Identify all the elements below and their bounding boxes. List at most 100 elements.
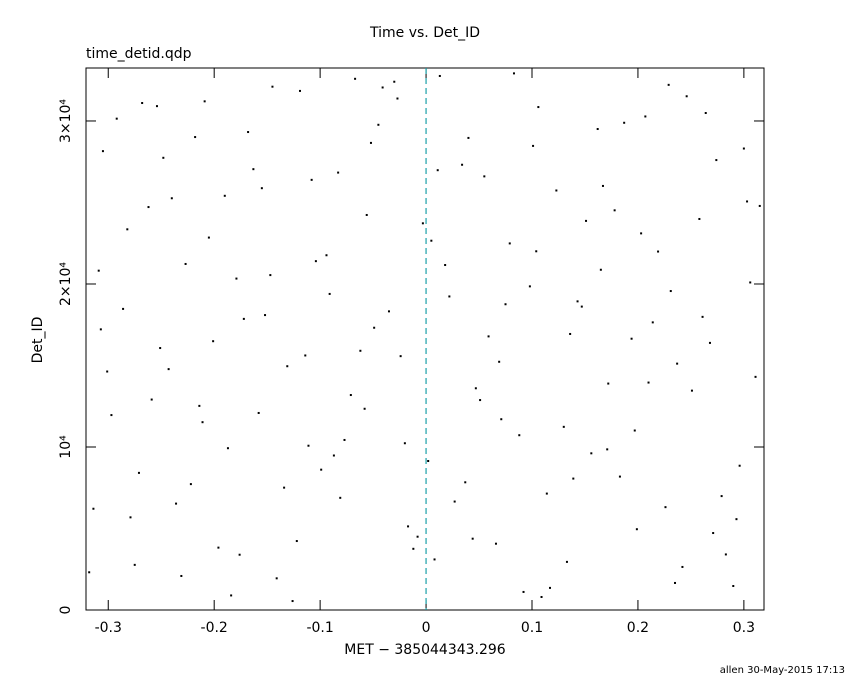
- point: [430, 239, 433, 242]
- point: [92, 507, 95, 510]
- point: [260, 187, 263, 190]
- point: [349, 394, 352, 397]
- point: [640, 232, 643, 235]
- point: [155, 105, 158, 108]
- point: [633, 429, 636, 432]
- point: [126, 228, 129, 231]
- x-axis-label: MET − 385044343.296: [344, 642, 506, 658]
- point: [738, 464, 741, 467]
- point: [147, 206, 150, 209]
- point: [562, 425, 565, 428]
- point: [483, 175, 486, 178]
- point: [97, 269, 100, 272]
- point: [433, 558, 436, 561]
- point: [448, 295, 451, 298]
- point: [528, 285, 531, 288]
- point: [461, 163, 464, 166]
- point: [230, 594, 233, 597]
- point: [724, 553, 727, 556]
- point: [365, 213, 368, 216]
- plot-frame: [85, 67, 765, 611]
- point: [596, 128, 599, 131]
- point: [332, 454, 335, 457]
- point: [328, 292, 331, 295]
- point: [115, 117, 118, 120]
- point: [257, 411, 260, 414]
- point: [194, 136, 197, 139]
- point: [518, 434, 521, 437]
- point: [549, 586, 552, 589]
- y-tick-label: 0: [58, 606, 74, 615]
- point: [494, 542, 497, 545]
- point: [754, 375, 757, 378]
- point: [732, 585, 735, 588]
- point: [565, 560, 568, 563]
- point: [685, 95, 688, 98]
- point: [427, 460, 430, 463]
- point: [498, 360, 501, 363]
- point: [189, 483, 192, 486]
- point: [464, 481, 467, 484]
- point: [698, 217, 701, 220]
- point: [508, 242, 511, 245]
- point: [235, 277, 238, 280]
- point: [572, 477, 575, 480]
- point: [657, 250, 660, 253]
- point: [504, 303, 507, 306]
- x-tick-label: -0.1: [306, 620, 333, 636]
- point: [585, 219, 588, 222]
- point: [474, 387, 477, 390]
- point: [203, 100, 206, 103]
- point: [606, 448, 609, 451]
- y-axis-label: Det_ID: [30, 317, 46, 364]
- chart-title: Time vs. Det_ID: [369, 25, 480, 41]
- point: [444, 264, 447, 267]
- point: [580, 305, 583, 308]
- point: [88, 571, 91, 574]
- point: [708, 341, 711, 344]
- point: [198, 404, 201, 407]
- point: [436, 169, 439, 172]
- point: [212, 340, 215, 343]
- point: [137, 471, 140, 474]
- point: [226, 447, 229, 450]
- point: [238, 553, 241, 556]
- point: [320, 468, 323, 471]
- point: [403, 442, 406, 445]
- point: [129, 516, 132, 519]
- point: [180, 574, 183, 577]
- point: [252, 168, 255, 171]
- chart-subtitle: time_detid.qdp: [86, 46, 192, 62]
- point: [644, 115, 647, 118]
- point: [314, 260, 317, 263]
- point: [746, 200, 749, 203]
- point: [664, 506, 667, 509]
- point: [106, 370, 109, 373]
- footer: allen 30-May-2015 17:13: [720, 665, 845, 676]
- point: [343, 438, 346, 441]
- point: [399, 355, 402, 358]
- point: [537, 106, 540, 109]
- point: [618, 475, 621, 478]
- point: [623, 121, 626, 124]
- point: [712, 532, 715, 535]
- point: [175, 502, 178, 505]
- point: [387, 310, 390, 313]
- point: [337, 171, 340, 174]
- point: [269, 274, 272, 277]
- point: [590, 452, 593, 455]
- point: [647, 381, 650, 384]
- point: [264, 314, 267, 317]
- point: [307, 444, 310, 447]
- y-tick-label: 10⁴: [58, 435, 74, 459]
- point: [167, 368, 170, 371]
- point: [271, 85, 274, 88]
- point: [704, 112, 707, 115]
- point: [569, 332, 572, 335]
- point: [359, 349, 362, 352]
- point: [599, 268, 602, 271]
- point: [690, 389, 693, 392]
- point: [381, 86, 384, 89]
- point: [393, 80, 396, 83]
- point: [453, 500, 456, 503]
